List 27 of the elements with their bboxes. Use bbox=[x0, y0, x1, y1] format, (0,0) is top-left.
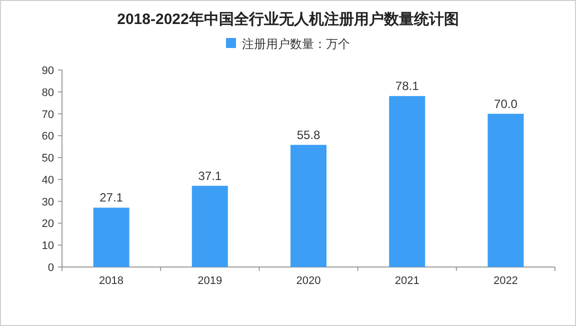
chart-title: 2018-2022年中国全行业无人机注册用户数量统计图 bbox=[117, 10, 459, 28]
x-tick-label: 2021 bbox=[394, 275, 420, 287]
y-tick-label: 0 bbox=[48, 262, 54, 274]
y-tick-label: 50 bbox=[42, 152, 54, 165]
y-tick-label: 60 bbox=[42, 130, 54, 143]
data-label: 78.1 bbox=[395, 79, 420, 94]
y-tick-label: 30 bbox=[42, 196, 54, 208]
y-tick-label: 80 bbox=[42, 86, 54, 99]
x-tick-label: 2019 bbox=[198, 275, 222, 287]
legend-label: 注册用户数量：万个 bbox=[242, 37, 350, 51]
x-tick-label: 2018 bbox=[99, 275, 124, 287]
y-tick-label: 90 bbox=[42, 65, 54, 77]
data-label: 27.1 bbox=[100, 190, 124, 205]
bar bbox=[93, 208, 130, 267]
x-tick-label: 2022 bbox=[493, 275, 518, 287]
bar bbox=[192, 186, 228, 267]
bar bbox=[389, 96, 426, 267]
data-label: 37.1 bbox=[198, 168, 222, 183]
y-tick-label: 20 bbox=[42, 218, 54, 230]
bar bbox=[290, 144, 326, 267]
data-label: 70.0 bbox=[494, 96, 518, 111]
data-label: 55.8 bbox=[296, 128, 320, 142]
y-tick-label: 10 bbox=[42, 240, 54, 252]
bar bbox=[488, 114, 524, 267]
y-tick-label: 70 bbox=[42, 108, 54, 121]
y-tick-label: 40 bbox=[42, 174, 54, 186]
x-tick-label: 2020 bbox=[296, 275, 321, 287]
